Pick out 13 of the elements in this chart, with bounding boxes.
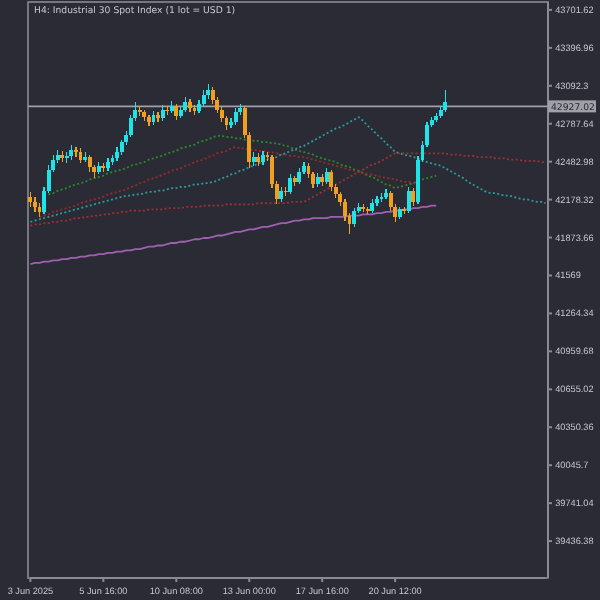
- candlestick: [352, 207, 357, 228]
- candlestick: [374, 195, 379, 207]
- candlestick: [147, 114, 151, 127]
- candlestick: [33, 196, 37, 213]
- candlestick: [105, 157, 110, 172]
- candlestick: [443, 89, 448, 113]
- candlestick: [115, 146, 119, 162]
- candlestick: [288, 173, 293, 196]
- line-series: [29, 116, 547, 223]
- candlestick: [329, 168, 334, 192]
- candlestick: [384, 188, 388, 200]
- candlestick: [83, 151, 88, 163]
- candlestick: [406, 186, 411, 214]
